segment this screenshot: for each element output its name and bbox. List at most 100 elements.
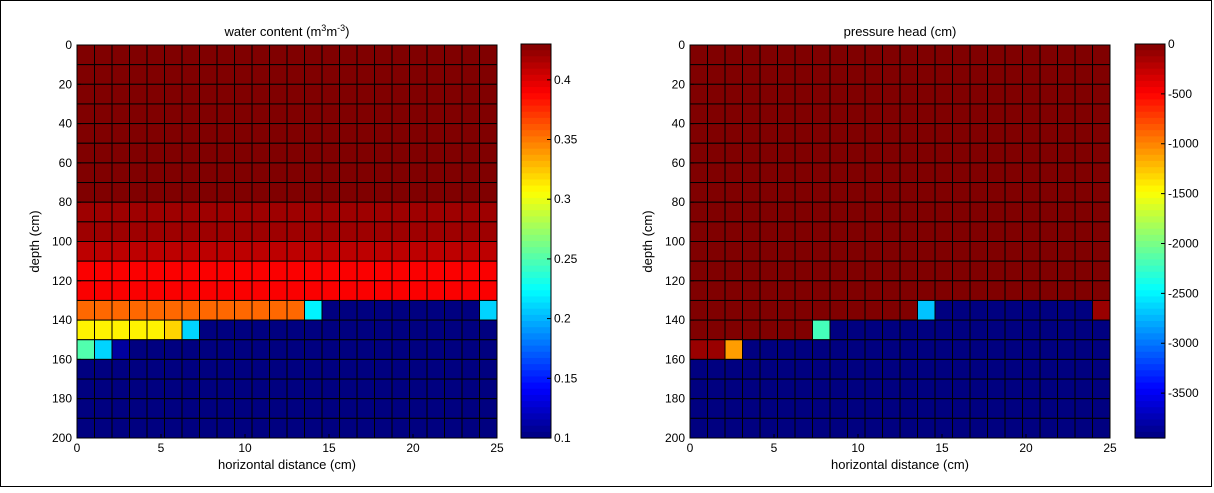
heatmap-cell [969, 241, 989, 262]
heatmap-cell [234, 162, 253, 184]
heatmap-cell [987, 64, 1006, 85]
heatmap-cell [1057, 398, 1076, 419]
heatmap-cell [146, 64, 165, 85]
heatmap-cell [1004, 123, 1024, 144]
heatmap-cell [269, 319, 288, 341]
colorbar-segment [521, 425, 551, 433]
heatmap-cell [234, 241, 253, 262]
heatmap-cell [1092, 103, 1111, 125]
heatmap-cell [76, 299, 95, 321]
heatmap-cell [759, 241, 778, 262]
heatmap-cell [321, 398, 341, 419]
heatmap-cell [969, 299, 989, 321]
heatmap-cell [987, 241, 1006, 262]
heatmap-cell [1057, 44, 1076, 66]
x-axis-label: horizontal distance (cm) [831, 457, 969, 472]
heatmap-cell [321, 142, 341, 164]
heatmap-cell [461, 221, 481, 243]
heatmap-cell [812, 378, 831, 400]
heatmap-cell [707, 123, 726, 144]
heatmap-cell [181, 260, 200, 282]
colorbar-segment [521, 327, 551, 334]
heatmap-cell [356, 182, 376, 203]
heatmap-cell [111, 299, 130, 321]
heatmap-cell [111, 358, 130, 380]
colorbar-segment [1135, 111, 1165, 119]
colorbar-segment [1135, 167, 1165, 174]
heatmap-cell [94, 280, 113, 301]
heatmap-cell [1004, 417, 1024, 439]
heatmap-cell [1039, 162, 1059, 184]
heatmap-cell [742, 162, 761, 184]
heatmap-cell [339, 378, 358, 400]
heatmap-cell [391, 299, 411, 321]
heatmap-cell [969, 319, 989, 341]
heatmap-cell [129, 123, 148, 144]
heatmap-cell [724, 103, 743, 125]
colorbar-segment [1135, 228, 1165, 236]
heatmap-cell [952, 398, 971, 419]
heatmap-cell [234, 280, 253, 301]
y-tick-label: 120 [52, 274, 72, 288]
colorbar-segment [521, 431, 551, 439]
heatmap-cell [304, 83, 323, 105]
heatmap-cell [707, 201, 726, 223]
heatmap-cell [917, 241, 936, 262]
heatmap-cell [934, 241, 954, 262]
heatmap-cell [444, 280, 463, 301]
heatmap-cell [1039, 280, 1059, 301]
heatmap-cell [76, 319, 95, 341]
heatmap-cell [286, 162, 306, 184]
heatmap-cell [444, 378, 463, 400]
heatmap-cell [426, 398, 446, 419]
heatmap-cell [759, 319, 778, 341]
heatmap-cell [1092, 83, 1111, 105]
heatmap-cell [829, 142, 848, 164]
heatmap-cell [969, 44, 989, 66]
colorbar-segment [1135, 394, 1165, 402]
heatmap-cell [181, 358, 200, 380]
heatmap-cell [829, 319, 848, 341]
heatmap-cell [777, 417, 796, 439]
heatmap-cell [304, 339, 323, 360]
heatmap-cell [864, 83, 884, 105]
heatmap-cell [76, 221, 95, 243]
heatmap-cell [269, 358, 288, 380]
heatmap-cell [146, 221, 165, 243]
heatmap-cell [76, 44, 95, 66]
colorbar-segment [1135, 339, 1165, 347]
colorbar-tick-label: -1500 [1168, 187, 1199, 201]
heatmap-cell [934, 83, 954, 105]
heatmap-cell [707, 83, 726, 105]
heatmap-cell [934, 64, 954, 85]
heatmap-cell [76, 417, 95, 439]
heatmap-cell [304, 162, 323, 184]
heatmap-cell [829, 182, 848, 203]
heatmap-cell [374, 103, 393, 125]
heatmap-cell [917, 103, 936, 125]
heatmap-cell [724, 241, 743, 262]
heatmap-cell [812, 398, 831, 419]
heatmap-cell [461, 280, 481, 301]
heatmap-cell [1004, 221, 1024, 243]
heatmap-cell [146, 260, 165, 282]
heatmap-cell [409, 182, 428, 203]
heatmap-cell [759, 103, 778, 125]
heatmap-cell [1039, 241, 1059, 262]
heatmap-cell [374, 417, 393, 439]
colorbar-segment [521, 62, 551, 70]
heatmap-cell [759, 201, 778, 223]
heatmap-cell [969, 201, 989, 223]
heatmap-cell [146, 241, 165, 262]
heatmap-cell [426, 417, 446, 439]
colorbar-segment [1135, 277, 1165, 285]
colorbar-segment [1135, 216, 1165, 224]
heatmap-cell [724, 221, 743, 243]
heatmap-cell [987, 398, 1006, 419]
heatmap-cell [794, 221, 813, 243]
heatmap-cell [899, 64, 919, 85]
heatmap-cell [1004, 378, 1024, 400]
heatmap-cell [76, 241, 95, 262]
heatmap-cell [724, 417, 743, 439]
heatmap-cell [899, 83, 919, 105]
